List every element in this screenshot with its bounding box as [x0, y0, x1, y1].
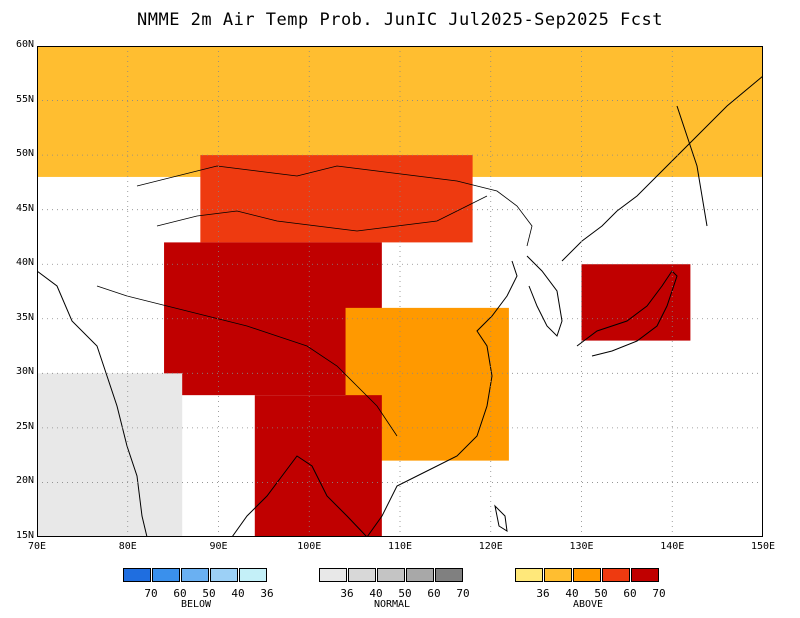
- legend-below-tick: 70: [144, 587, 158, 600]
- legend-above-tick: 40: [565, 587, 579, 600]
- japan-coast: [576, 270, 678, 357]
- latitude-tick-label: 25N: [15, 420, 34, 432]
- legend-above-swatch: [573, 568, 601, 582]
- shading-region-mongolia: [200, 155, 473, 243]
- legend-normal-tick: 70: [456, 587, 470, 600]
- legend-above-swatch: [602, 568, 630, 582]
- latitude-tick-label: 55N: [15, 93, 34, 105]
- legend-above-swatch: [515, 568, 543, 582]
- latitude-tick-label: 45N: [15, 202, 34, 214]
- mongolia-russia-border: [136, 165, 533, 247]
- legend-above-label: ABOVE: [572, 599, 604, 610]
- latitude-tick-label: 30N: [15, 366, 34, 378]
- gridlines: [37, 46, 763, 537]
- legend-above-tick: 70: [652, 587, 666, 600]
- india-west-coast: [37, 270, 148, 537]
- legend-below-tick: 40: [231, 587, 245, 600]
- latitude-tick-label: 35N: [15, 311, 34, 323]
- longitude-tick-label: 70E: [27, 541, 47, 552]
- sakhalin-coast: [676, 105, 708, 227]
- legend-above-swatch: [631, 568, 659, 582]
- legend-below-tick: 36: [260, 587, 274, 600]
- legend-below-tick: 50: [202, 587, 216, 600]
- legend-normal-label: NORMAL: [373, 599, 411, 610]
- longitude-tick-label: 110E: [387, 541, 413, 552]
- legend-normal-swatch: [377, 568, 405, 582]
- legend-below-label: BELOW: [180, 599, 212, 610]
- latitude-tick-label: 60N: [15, 39, 34, 50]
- longitude-tick-label: 130E: [569, 541, 594, 552]
- legend-below-swatch: [239, 568, 267, 582]
- coastline-outline: [37, 75, 763, 537]
- country-borders: [96, 165, 533, 437]
- longitude-tick-label: 120E: [478, 541, 503, 552]
- china-mongolia-border: [156, 195, 488, 232]
- longitude-tick-label: 80E: [118, 541, 137, 552]
- china-east-coast: [366, 260, 518, 537]
- legend-above-swatch: [544, 568, 572, 582]
- legend-below-swatch: [210, 568, 238, 582]
- shading-region-japan: [581, 264, 691, 341]
- legend-below-swatch: [123, 568, 151, 582]
- map-plot-area: [37, 46, 763, 537]
- legend-normal-tick: 36: [340, 587, 354, 600]
- longitude-tick-label: 150E: [750, 541, 776, 552]
- legend-below-tick: 60: [173, 587, 187, 600]
- taiwan-coast: [494, 504, 508, 532]
- legend-normal-tick: 60: [427, 587, 441, 600]
- legend-normal-tick: 40: [369, 587, 383, 600]
- himalaya-border: [96, 285, 398, 437]
- map-border: [37, 46, 763, 537]
- legend-normal-swatch: [319, 568, 347, 582]
- shading-region-indochina: [254, 395, 382, 537]
- longitude-tick-label: 140E: [660, 541, 685, 552]
- legend-normal-tick: 50: [398, 587, 412, 600]
- legend-normal-swatch: [435, 568, 463, 582]
- legend-normal-swatch: [348, 568, 376, 582]
- bay-of-bengal-coast: [231, 455, 368, 537]
- legend-below-swatch: [181, 568, 209, 582]
- map-title: NMME 2m Air Temp Prob. JunIC Jul2025-Sep…: [136, 10, 663, 30]
- latitude-tick-label: 20N: [15, 475, 34, 487]
- latitude-tick-label: 15N: [15, 530, 34, 541]
- latitude-tick-label: 50N: [15, 148, 34, 160]
- shading-region-india: [37, 373, 183, 537]
- legend-above-tick: 50: [594, 587, 608, 600]
- korea-coast: [526, 255, 563, 337]
- legend-below-swatch: [152, 568, 180, 582]
- legend-above-tick: 36: [536, 587, 550, 600]
- legend-normal-swatch: [406, 568, 434, 582]
- longitude-tick-label: 90E: [209, 541, 228, 552]
- longitude-tick-label: 100E: [297, 541, 322, 552]
- russia-far-east-coast: [561, 75, 763, 262]
- legend-above-tick: 60: [623, 587, 637, 600]
- latitude-tick-label: 40N: [15, 257, 34, 269]
